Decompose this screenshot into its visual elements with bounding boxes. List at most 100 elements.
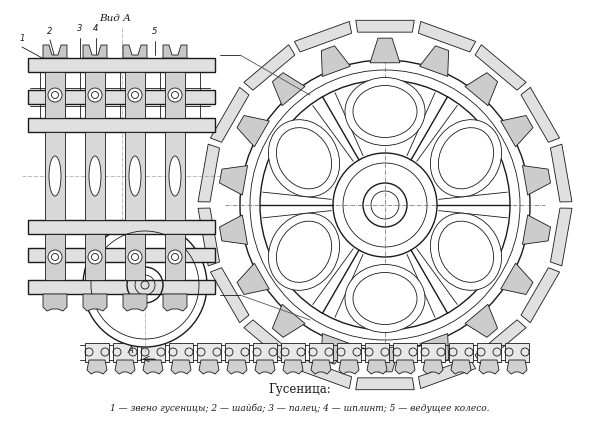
Polygon shape [225, 343, 249, 362]
FancyBboxPatch shape [12, 35, 230, 340]
Polygon shape [83, 45, 107, 58]
Ellipse shape [89, 156, 101, 196]
Polygon shape [28, 220, 215, 234]
Polygon shape [272, 73, 305, 106]
Polygon shape [550, 144, 572, 202]
Circle shape [88, 88, 102, 102]
Polygon shape [309, 343, 333, 362]
Ellipse shape [430, 213, 502, 290]
Polygon shape [500, 116, 533, 147]
Polygon shape [465, 304, 497, 337]
Polygon shape [141, 343, 165, 362]
Polygon shape [113, 343, 137, 362]
Polygon shape [220, 166, 248, 195]
Polygon shape [85, 234, 105, 280]
Polygon shape [356, 378, 414, 390]
Polygon shape [197, 343, 221, 362]
Circle shape [88, 250, 102, 264]
Polygon shape [283, 360, 303, 374]
Polygon shape [419, 334, 449, 364]
Polygon shape [85, 132, 105, 220]
Polygon shape [45, 132, 65, 220]
Ellipse shape [169, 156, 181, 196]
Polygon shape [365, 343, 389, 362]
Polygon shape [163, 45, 187, 58]
Polygon shape [255, 360, 275, 374]
Text: 5: 5 [152, 27, 158, 36]
Polygon shape [198, 208, 220, 266]
Polygon shape [165, 234, 185, 280]
Polygon shape [169, 343, 193, 362]
Polygon shape [477, 343, 501, 362]
Polygon shape [244, 320, 295, 366]
Polygon shape [198, 144, 220, 202]
Polygon shape [322, 46, 350, 76]
Polygon shape [43, 45, 67, 58]
Polygon shape [43, 294, 67, 311]
Polygon shape [505, 343, 529, 362]
Polygon shape [451, 360, 471, 374]
Polygon shape [423, 360, 443, 374]
Polygon shape [115, 360, 135, 374]
Circle shape [128, 88, 142, 102]
Polygon shape [521, 268, 560, 323]
Ellipse shape [49, 156, 61, 196]
Polygon shape [295, 358, 352, 388]
Polygon shape [45, 234, 65, 280]
Text: 1: 1 [19, 34, 25, 43]
Polygon shape [523, 215, 551, 244]
Polygon shape [370, 347, 400, 372]
Polygon shape [521, 87, 560, 142]
Polygon shape [507, 360, 527, 374]
Polygon shape [475, 45, 526, 90]
Polygon shape [367, 360, 387, 374]
Polygon shape [28, 58, 215, 72]
Circle shape [128, 250, 142, 264]
Circle shape [48, 250, 62, 264]
Polygon shape [165, 132, 185, 220]
Polygon shape [356, 20, 414, 32]
Polygon shape [28, 90, 215, 104]
Polygon shape [311, 360, 331, 374]
Polygon shape [523, 166, 551, 195]
Polygon shape [28, 248, 215, 262]
Polygon shape [163, 294, 187, 311]
Polygon shape [85, 72, 105, 118]
Text: 4: 4 [94, 24, 98, 33]
Text: 2: 2 [47, 27, 53, 36]
Polygon shape [295, 21, 352, 52]
Circle shape [168, 250, 182, 264]
Polygon shape [337, 343, 361, 362]
Polygon shape [550, 208, 572, 266]
Polygon shape [165, 72, 185, 118]
Polygon shape [143, 360, 163, 374]
Ellipse shape [268, 213, 340, 290]
Polygon shape [125, 234, 145, 280]
Polygon shape [421, 343, 445, 362]
Circle shape [83, 223, 207, 347]
Polygon shape [237, 263, 269, 295]
Ellipse shape [268, 120, 340, 197]
Polygon shape [87, 360, 107, 374]
Polygon shape [237, 116, 269, 147]
Polygon shape [28, 118, 215, 132]
Circle shape [168, 88, 182, 102]
Text: 1 — звено гусеницы; 2 — шайба; 3 — палец; 4 — шплинт; 5 — ведущее колесо.: 1 — звено гусеницы; 2 — шайба; 3 — палец… [110, 403, 490, 413]
Polygon shape [123, 294, 147, 311]
Polygon shape [244, 45, 295, 90]
Polygon shape [85, 343, 109, 362]
Ellipse shape [345, 264, 425, 332]
Polygon shape [419, 46, 449, 76]
Polygon shape [220, 215, 248, 244]
Polygon shape [272, 304, 305, 337]
Polygon shape [370, 38, 400, 63]
Polygon shape [479, 360, 499, 374]
Polygon shape [339, 360, 359, 374]
Ellipse shape [345, 77, 425, 145]
Polygon shape [281, 343, 305, 362]
Polygon shape [500, 263, 533, 295]
Polygon shape [123, 45, 147, 58]
Text: Гусеница:: Гусеница: [269, 383, 331, 397]
Polygon shape [227, 360, 247, 374]
Polygon shape [125, 72, 145, 118]
